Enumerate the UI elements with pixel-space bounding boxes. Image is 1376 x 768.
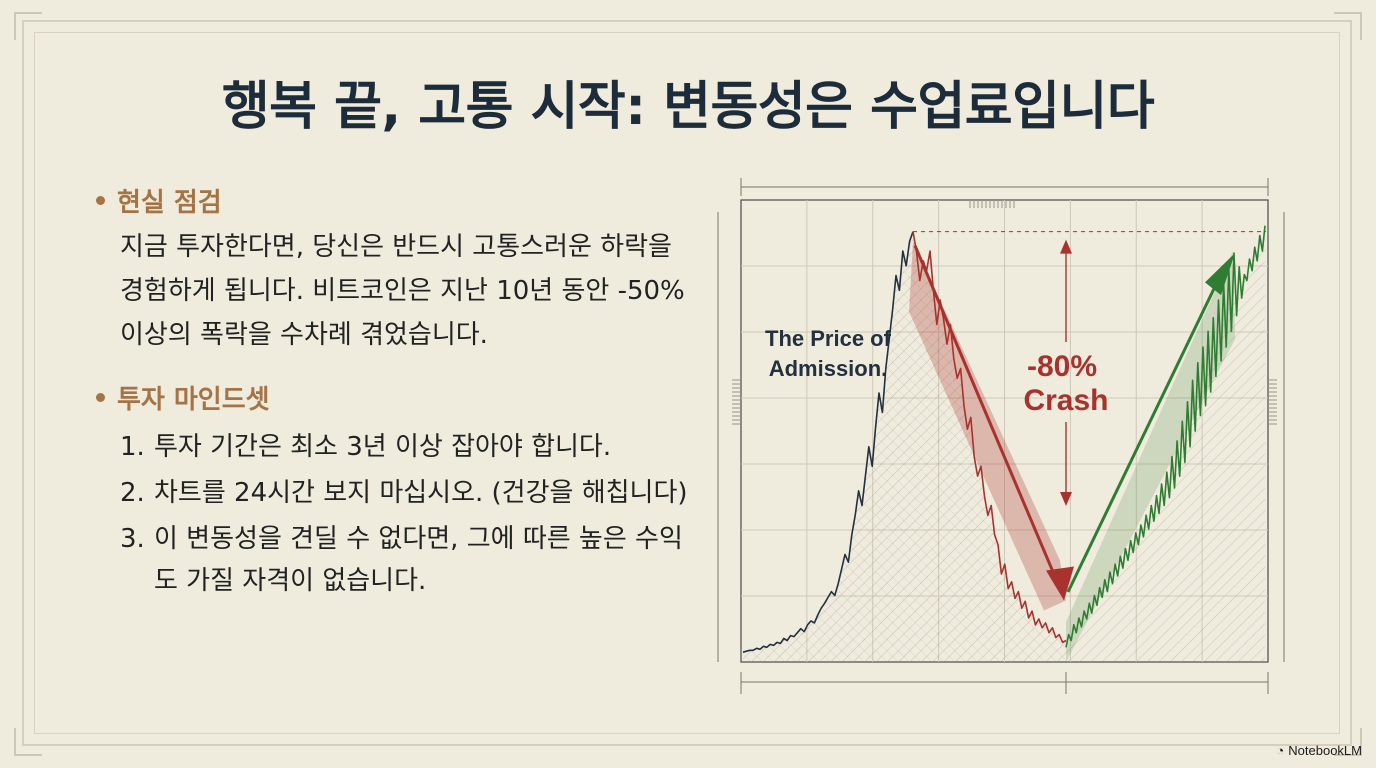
- list-number: 2.: [120, 478, 145, 508]
- mindset-list: 1. 투자 기간은 최소 3년 이상 잡아야 합니다. 2. 차트를 24시간 …: [120, 426, 696, 602]
- corner-ornament: [14, 12, 42, 40]
- list-number: 3.: [120, 524, 145, 554]
- crash-arrow: [913, 244, 1062, 590]
- bullet-icon: [96, 393, 105, 402]
- chart-arrows: [913, 231, 1266, 601]
- list-text: 이 변동성을 견딜 수 없다면, 그에 따른 높은 수익도 가질 자격이 없습니…: [154, 524, 683, 596]
- admission-annotation-line1: The Price of: [765, 326, 892, 351]
- crash-series-line: [912, 231, 1067, 644]
- measure-arrowhead-down: [1060, 492, 1072, 506]
- recovery-series-line: [1065, 225, 1266, 648]
- list-item: 2. 차트를 24시간 보지 마십시오. (건강을 해칩니다): [120, 472, 696, 514]
- page-title: 행복 끝, 고통 시작: 변동성은 수업료입니다: [221, 77, 1155, 137]
- inner-frame: [34, 32, 1340, 734]
- list-text: 차트를 24시간 보지 마십시오. (건강을 해칩니다): [154, 478, 688, 508]
- section-heading-reality-check: 현실 점검: [96, 182, 696, 219]
- main-series-area-cross: [743, 231, 1066, 662]
- admission-annotation-line2: Admission.: [769, 356, 888, 381]
- main-series-line: [742, 231, 914, 653]
- dimension-lines: [717, 178, 1285, 694]
- corner-ornament: [1334, 12, 1362, 40]
- measure-arrowhead-up: [1060, 239, 1072, 254]
- section-heading-label: 현실 점검: [117, 188, 222, 218]
- recovery-arrow-fill: [1066, 251, 1235, 662]
- brand-watermark: ◔ NotebookLM: [1276, 743, 1362, 758]
- price-chart: The Price of Admission. -80% Crash: [717, 178, 1285, 694]
- list-number: 1.: [120, 432, 145, 462]
- section-heading-mindset: 투자 마인드셋: [96, 379, 696, 416]
- recovery-arrow: [1066, 265, 1227, 593]
- recovery-series-area: [1066, 225, 1265, 662]
- crash-arrowhead: [1046, 566, 1074, 601]
- bullet-icon: [96, 196, 105, 205]
- list-item: 1. 투자 기간은 최소 3년 이상 잡아야 합니다.: [120, 426, 696, 468]
- outer-frame: [22, 20, 1352, 746]
- crash-word-label: Crash: [1023, 384, 1108, 417]
- corner-ornament: [1334, 728, 1362, 756]
- text-column: 현실 점검 지금 투자한다면, 당신은 반드시 고통스러운 하락을 경험하게 됩…: [96, 182, 696, 606]
- corner-ornament: [14, 728, 42, 756]
- crash-percent-label: -80%: [1027, 350, 1097, 383]
- notebooklm-icon: ◔: [1276, 743, 1285, 758]
- reality-check-paragraph: 지금 투자한다면, 당신은 반드시 고통스러운 하락을 경험하게 됩니다. 비트…: [120, 232, 685, 350]
- section-heading-label: 투자 마인드셋: [117, 385, 270, 415]
- list-item: 3. 이 변동성을 견딜 수 없다면, 그에 따른 높은 수익도 가질 자격이 …: [120, 518, 696, 602]
- chart-area: The Price of Admission. -80% Crash: [700, 170, 1300, 700]
- list-text: 투자 기간은 최소 3년 이상 잡아야 합니다.: [154, 432, 612, 462]
- recovery-arrowhead: [1205, 253, 1235, 296]
- brand-label: NotebookLM: [1288, 743, 1362, 758]
- chart-series: [742, 225, 1266, 653]
